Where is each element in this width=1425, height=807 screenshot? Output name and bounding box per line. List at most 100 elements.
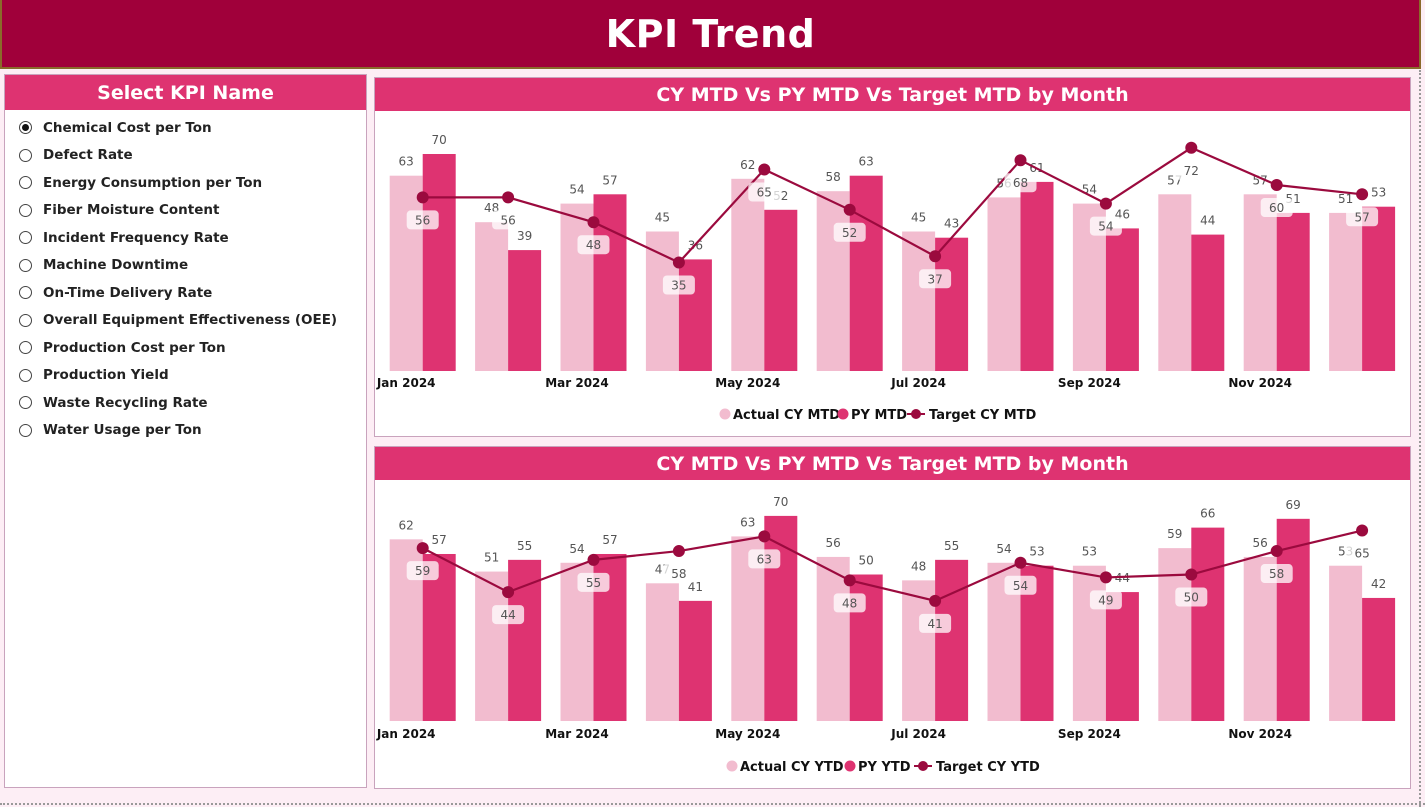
py-bar[interactable] <box>422 553 456 721</box>
radio-button-icon[interactable] <box>19 148 32 162</box>
kpi-option[interactable]: Incident Frequency Rate <box>19 224 366 252</box>
py-bar[interactable] <box>1362 597 1396 721</box>
kpi-option[interactable]: Chemical Cost per Ton <box>19 114 366 142</box>
radio-button-icon[interactable] <box>19 258 32 272</box>
legend-label[interactable]: Target CY MTD <box>929 408 1037 423</box>
actual-data-label: 58 <box>826 170 841 184</box>
actual-bar[interactable] <box>1158 548 1192 721</box>
actual-bar[interactable] <box>816 556 850 721</box>
actual-bar[interactable] <box>475 222 509 371</box>
radio-button-icon[interactable] <box>19 313 32 327</box>
actual-bar[interactable] <box>389 175 423 371</box>
kpi-option[interactable]: Production Cost per Ton <box>19 334 366 362</box>
actual-bar[interactable] <box>1158 194 1192 371</box>
actual-bar[interactable] <box>1329 212 1363 371</box>
legend-label[interactable]: Target CY YTD <box>936 760 1040 775</box>
kpi-option[interactable]: Water Usage per Ton <box>19 417 366 445</box>
py-bar[interactable] <box>678 600 712 721</box>
radio-button-icon[interactable] <box>19 121 32 135</box>
mtd-chart-title: CY MTD Vs PY MTD Vs Target MTD by Month <box>375 78 1410 111</box>
py-bar[interactable] <box>764 515 798 721</box>
radio-button-icon[interactable] <box>19 231 32 245</box>
kpi-option[interactable]: Machine Downtime <box>19 252 366 280</box>
x-tick-label: Sep 2024 <box>1058 727 1121 741</box>
py-bar[interactable] <box>1020 181 1054 371</box>
py-bar[interactable] <box>508 559 542 721</box>
radio-button-icon[interactable] <box>19 396 32 410</box>
target-point[interactable] <box>416 191 429 204</box>
target-point[interactable] <box>1356 188 1369 201</box>
target-point[interactable] <box>929 250 942 263</box>
target-point[interactable] <box>758 530 771 543</box>
py-bar[interactable] <box>935 237 969 371</box>
actual-bar[interactable] <box>475 571 509 721</box>
target-point[interactable] <box>843 203 856 216</box>
radio-button-icon[interactable] <box>19 368 32 382</box>
target-point[interactable] <box>587 216 600 229</box>
kpi-option-label: Chemical Cost per Ton <box>43 119 212 136</box>
radio-button-icon[interactable] <box>19 286 32 300</box>
radio-button-icon[interactable] <box>19 423 32 437</box>
target-point[interactable] <box>1270 179 1283 191</box>
kpi-option[interactable]: Energy Consumption per Ton <box>19 169 366 197</box>
target-point[interactable] <box>929 594 942 607</box>
actual-bar[interactable] <box>1072 565 1106 721</box>
target-point[interactable] <box>758 163 771 176</box>
py-bar[interactable] <box>422 154 456 371</box>
radio-button-icon[interactable] <box>19 341 32 355</box>
py-bar[interactable] <box>1105 228 1139 371</box>
target-point[interactable] <box>502 586 515 599</box>
kpi-option[interactable]: Fiber Moisture Content <box>19 197 366 225</box>
x-tick-label: Jan 2024 <box>376 376 436 390</box>
actual-bar[interactable] <box>816 191 850 371</box>
target-point[interactable] <box>1099 571 1112 584</box>
py-bar[interactable] <box>935 559 969 721</box>
target-point[interactable] <box>672 256 685 269</box>
radio-button-icon[interactable] <box>19 203 32 217</box>
target-point[interactable] <box>843 574 856 587</box>
target-point[interactable] <box>1014 154 1027 167</box>
target-data-label: 58 <box>671 567 686 581</box>
kpi-option[interactable]: Overall Equipment Effectiveness (OEE) <box>19 307 366 335</box>
radio-button-icon[interactable] <box>19 176 32 190</box>
actual-bar[interactable] <box>1243 194 1277 371</box>
kpi-option[interactable]: Production Yield <box>19 362 366 390</box>
target-point[interactable] <box>672 545 685 558</box>
actual-bar[interactable] <box>1243 556 1277 721</box>
target-point[interactable] <box>502 191 515 204</box>
actual-bar[interactable] <box>645 583 679 721</box>
legend-label[interactable]: PY YTD <box>858 760 911 775</box>
target-point[interactable] <box>1185 568 1198 581</box>
py-bar[interactable] <box>1191 234 1225 371</box>
py-bar[interactable] <box>1191 527 1225 721</box>
target-label-box <box>1260 198 1293 217</box>
py-bar[interactable] <box>1362 206 1396 371</box>
legend-label[interactable]: Actual CY YTD <box>740 760 844 775</box>
actual-bar[interactable] <box>645 231 679 372</box>
kpi-option-label: On-Time Delivery Rate <box>43 284 213 301</box>
actual-bar[interactable] <box>560 203 594 371</box>
legend-label[interactable]: PY MTD <box>851 408 907 423</box>
kpi-option[interactable]: Waste Recycling Rate <box>19 389 366 417</box>
chart-legend: Actual CY YTD PY YTD Target CY YTD <box>726 760 1040 775</box>
actual-bar[interactable] <box>902 580 936 721</box>
py-bar[interactable] <box>1276 212 1310 371</box>
target-point[interactable] <box>1356 524 1369 537</box>
target-label-box <box>1004 575 1037 595</box>
target-point[interactable] <box>1099 197 1112 210</box>
target-point[interactable] <box>1270 545 1283 558</box>
target-point[interactable] <box>1185 141 1198 154</box>
actual-bar[interactable] <box>987 197 1021 371</box>
kpi-option[interactable]: On-Time Delivery Rate <box>19 279 366 307</box>
legend-label[interactable]: Actual CY MTD <box>733 408 840 423</box>
target-point[interactable] <box>587 553 600 566</box>
py-bar[interactable] <box>1105 592 1139 721</box>
kpi-option[interactable]: Defect Rate <box>19 142 366 170</box>
py-bar[interactable] <box>849 175 883 371</box>
target-point[interactable] <box>416 542 429 555</box>
actual-bar[interactable] <box>1329 565 1363 721</box>
target-point[interactable] <box>1014 556 1027 569</box>
actual-bar[interactable] <box>731 178 765 371</box>
py-bar[interactable] <box>508 250 542 371</box>
py-bar[interactable] <box>764 209 798 371</box>
